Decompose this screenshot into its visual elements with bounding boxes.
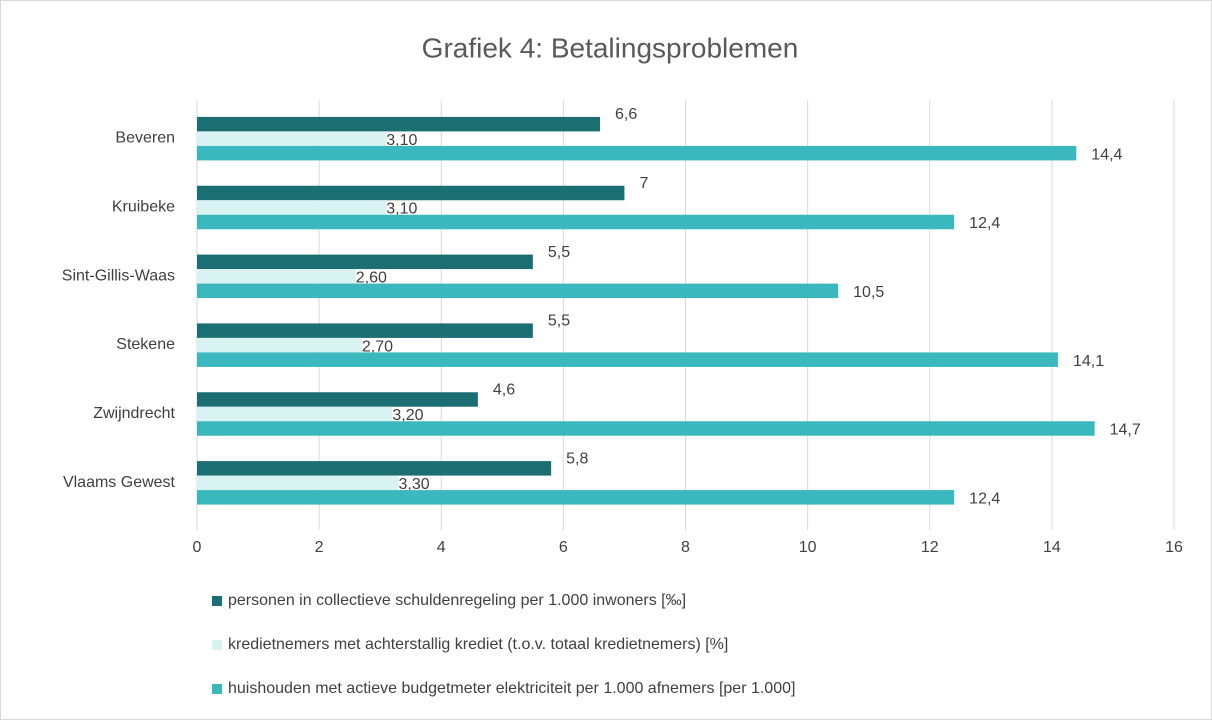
- data-label: 3,30: [399, 476, 430, 493]
- data-label: 12,4: [969, 491, 1000, 508]
- bar: [197, 461, 552, 476]
- legend-label: personen in collectieve schuldenregeling…: [228, 592, 686, 609]
- bar: [197, 421, 1095, 436]
- data-label: 2,60: [356, 270, 387, 287]
- legend-swatch: [212, 684, 222, 694]
- data-label: 10,5: [853, 284, 884, 301]
- data-label: 5,8: [566, 450, 588, 467]
- bar: [197, 269, 356, 284]
- y-tick-label: Vlaams Gewest: [63, 474, 176, 491]
- bar: [197, 200, 387, 215]
- bar: [197, 323, 533, 338]
- x-tick-label: 0: [193, 539, 202, 556]
- y-tick-label: Beveren: [115, 130, 175, 147]
- legend-label: huishouden met actieve budgetmeter elekt…: [228, 680, 795, 697]
- bar: [197, 145, 1077, 161]
- bar: [197, 352, 1058, 367]
- x-tick-label: 12: [921, 539, 939, 556]
- data-label: 4,6: [493, 381, 515, 398]
- x-tick-label: 14: [1043, 539, 1061, 556]
- data-label: 3,10: [386, 132, 417, 149]
- chart-title: Grafiek 4: Betalingsproblemen: [422, 32, 799, 63]
- data-label: 3,20: [392, 407, 423, 424]
- y-tick-label: Kruibeke: [112, 198, 175, 215]
- legend-swatch: [212, 640, 222, 650]
- legend-label: kredietnemers met achterstallig krediet …: [228, 636, 728, 653]
- data-label: 14,1: [1073, 353, 1104, 370]
- data-label: 5,5: [548, 313, 570, 330]
- bar: [197, 283, 839, 299]
- x-tick-label: 6: [559, 539, 568, 556]
- data-label: 14,7: [1110, 422, 1141, 439]
- bar: [197, 185, 625, 201]
- x-tick-label: 2: [315, 539, 324, 556]
- bar: [197, 490, 955, 505]
- data-label: 3,10: [386, 201, 417, 218]
- bar: [197, 131, 387, 146]
- y-tick-label: Zwijndrecht: [93, 405, 175, 422]
- data-label: 7: [639, 175, 648, 192]
- bar: [197, 116, 601, 132]
- data-label: 5,5: [548, 244, 570, 261]
- data-label: 6,6: [615, 106, 637, 123]
- bar: [197, 392, 478, 407]
- x-tick-label: 8: [681, 539, 690, 556]
- x-tick-label: 10: [799, 539, 817, 556]
- bar: [197, 406, 393, 422]
- y-tick-label: Stekene: [116, 336, 175, 353]
- legend-swatch: [212, 596, 222, 606]
- x-tick-label: 4: [437, 539, 446, 556]
- data-label: 2,70: [362, 338, 393, 355]
- bar: [197, 214, 955, 230]
- bar: [197, 475, 399, 491]
- x-tick-label: 16: [1165, 539, 1183, 556]
- data-label: 12,4: [969, 215, 1000, 232]
- bar: [197, 254, 533, 270]
- bar: [197, 337, 362, 353]
- y-tick-label: Sint-Gillis-Waas: [62, 267, 175, 284]
- data-label: 14,4: [1091, 146, 1122, 163]
